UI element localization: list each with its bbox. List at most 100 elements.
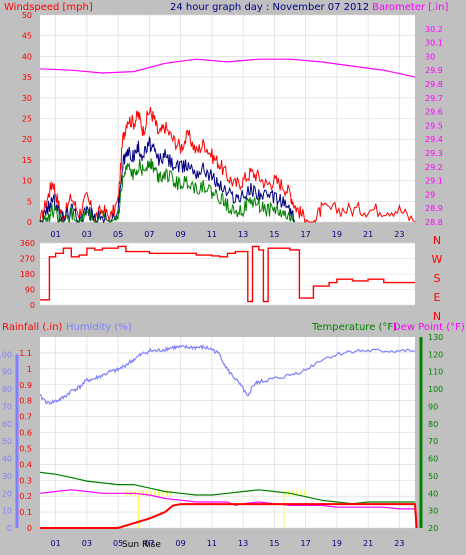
climate-x-tick-label: 07 (144, 539, 154, 548)
direction-grid (40, 242, 415, 306)
wind-tick-label: 35 (22, 73, 32, 82)
barometer-tick-label: 28.8 (425, 218, 443, 227)
barometer-tick-label: 29.5 (425, 121, 443, 130)
rain-tick-label: 0.8 (19, 397, 32, 406)
wind-tick-label: 5 (27, 197, 32, 206)
direction-series (40, 245, 415, 303)
humidity-tick-label: 20 (2, 489, 12, 498)
dewpoint-title: Dew Point (°F) (393, 322, 465, 333)
humidity-line (39, 344, 416, 406)
barometer-axis-labels: 28.8 28.9 29 29.1 29.2 29.3 29.4 29.5 29.6 29.7 29… (425, 25, 443, 227)
humidity-tick-label: 100 (0, 350, 12, 359)
wind-x-tick-label: 09 (176, 230, 186, 239)
rain-tick-label: 0 (27, 524, 32, 533)
wind-tick-label: 10 (22, 177, 32, 186)
wind-tick-label: 20 (22, 135, 32, 144)
direction-tick-label: 180 (20, 270, 35, 279)
barometer-tick-label: 29.4 (425, 135, 443, 144)
temperature-axis-labels: 20 30 40 50 60 70 80 90 100 110 120 130 (419, 333, 443, 533)
climate-x-tick-label: 23 (394, 539, 404, 548)
wind-x-tick-label: 13 (238, 230, 248, 239)
humidity-tick-label: 90 (2, 368, 12, 377)
humidity-tick-label: 0 (7, 524, 12, 533)
direction-line (40, 245, 415, 303)
temperature-tick-label: 120 (428, 350, 443, 359)
wind-tick-label: 15 (22, 156, 32, 165)
direction-tick-label: 0 (30, 301, 35, 310)
rain-tick-label: 0.9 (19, 381, 32, 390)
barometer-tick-label: 29.9 (425, 66, 443, 75)
climate-x-axis-labels: 01 03 05 07 09 11 13 15 17 19 21 23 (51, 539, 405, 548)
wind-x-tick-label: 03 (82, 230, 92, 239)
climate-series (39, 344, 418, 529)
humidity-tick-label: 70 (2, 402, 12, 411)
wind-x-tick-label: 21 (363, 230, 373, 239)
climate-x-tick-label: 21 (363, 539, 373, 548)
compass-label: S (434, 272, 441, 285)
humidity-tick-label: 80 (2, 385, 12, 394)
compass-label: N (433, 310, 441, 323)
humidity-title: Humidity (%) (66, 322, 132, 333)
rain-tick-label: 0.5 (19, 444, 32, 453)
wind-x-tick-label: 05 (113, 230, 123, 239)
climate-x-tick-label: 13 (238, 539, 248, 548)
barometer-tick-label: 29.1 (425, 177, 443, 186)
humidity-tick-label: 50 (2, 437, 12, 446)
humidity-tick-label: 60 (2, 420, 12, 429)
wind-grid (40, 14, 415, 223)
barometer-tick-label: 30.2 (425, 25, 443, 34)
wind-series-line (39, 135, 296, 224)
barometer-tick-label: 30.1 (425, 39, 443, 48)
wind-x-tick-label: 01 (51, 230, 61, 239)
wind-x-axis-labels: 01 03 05 07 09 11 13 15 17 19 21 23 (51, 230, 405, 239)
wind-x-tick-label: 15 (269, 230, 279, 239)
barometer-tick-label: 29.7 (425, 94, 443, 103)
wind-axis-labels: 0 5 10 15 20 25 30 35 40 45 50 (22, 11, 32, 227)
temperature-tick-label: 130 (428, 333, 443, 342)
rain-title: Rainfall (.in) (2, 322, 63, 333)
temperature-tick-label: 20 (428, 524, 438, 533)
climate-x-tick-label: 03 (82, 539, 92, 548)
temperature-tick-label: 60 (428, 455, 438, 464)
rain-tick-label: 0.1 (19, 508, 32, 517)
barometer-tick-label: 29.6 (425, 108, 443, 117)
climate-x-tick-label: 15 (269, 539, 279, 548)
compass-label: N (433, 234, 441, 247)
humidity-tick-label: 40 (2, 455, 12, 464)
barometer-tick-label: 29.3 (425, 149, 443, 158)
temperature-tick-label: 80 (428, 420, 438, 429)
temperature-tick-label: 40 (428, 489, 438, 498)
wind-series-line (39, 158, 296, 224)
wind-x-tick-label: 23 (394, 230, 404, 239)
temperature-tick-label: 70 (428, 437, 438, 446)
rain-tick-label: 0.7 (19, 413, 32, 422)
climate-x-tick-label: 09 (176, 539, 186, 548)
rain-axis-labels: 0 0.1 0.2 0.3 0.4 0.5 0.6 0.7 0.8 0.9 1 1.1 (19, 349, 32, 533)
rain-tick-label: 1 (27, 365, 32, 374)
temperature-tick-label: 30 (428, 507, 438, 516)
wind-tick-label: 40 (22, 52, 32, 61)
barometer-tick-label: 28.9 (425, 204, 443, 213)
sunrise-label: Sun Rise (122, 540, 161, 550)
rain-tick-label: 0.6 (19, 429, 32, 438)
rain-tick-label: 0.4 (19, 460, 32, 469)
wind-x-tick-label: 11 (207, 230, 217, 239)
rainfall-line (40, 503, 418, 529)
wind-tick-label: 0 (27, 218, 32, 227)
climate-x-tick-label: 01 (51, 539, 61, 548)
rain-tick-label: 0.2 (19, 492, 32, 501)
wind-x-tick-label: 07 (144, 230, 154, 239)
climate-x-tick-label: 05 (113, 539, 123, 548)
barometer-tick-label: 30 (425, 52, 435, 61)
direction-tick-label: 360 (20, 239, 35, 248)
rain-tick-label: 0.3 (19, 476, 32, 485)
temperature-tick-label: 100 (428, 385, 443, 394)
climate-x-tick-label: 17 (301, 539, 311, 548)
wind-x-tick-label: 19 (332, 230, 342, 239)
climate-x-tick-label: 19 (332, 539, 342, 548)
barometer-tick-label: 29 (425, 190, 435, 199)
rain-tick-label: 1.1 (19, 349, 32, 358)
barometer-tick-label: 29.2 (425, 163, 443, 172)
climate-x-tick-label: 11 (207, 539, 217, 548)
